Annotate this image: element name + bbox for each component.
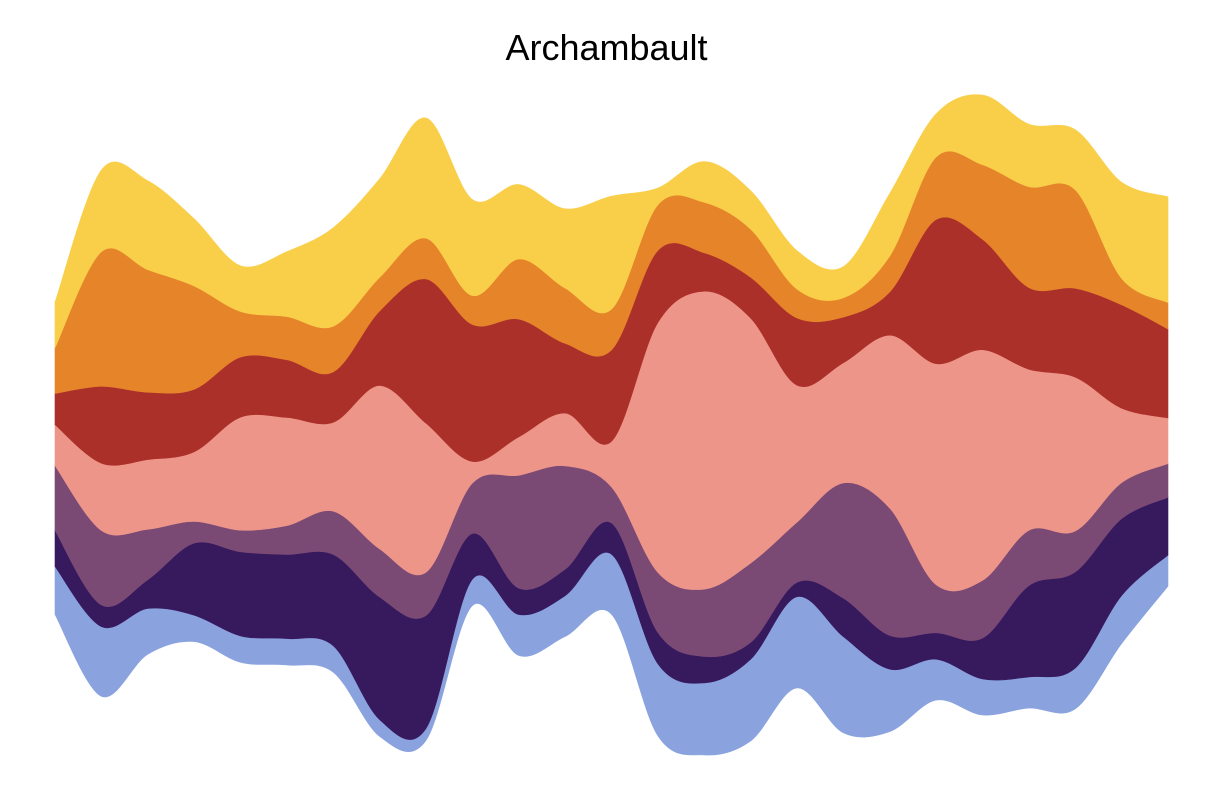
- stream-layers: [54, 94, 1169, 756]
- chart-title: Archambault: [505, 27, 708, 68]
- stream-layer-7: [54, 94, 1169, 348]
